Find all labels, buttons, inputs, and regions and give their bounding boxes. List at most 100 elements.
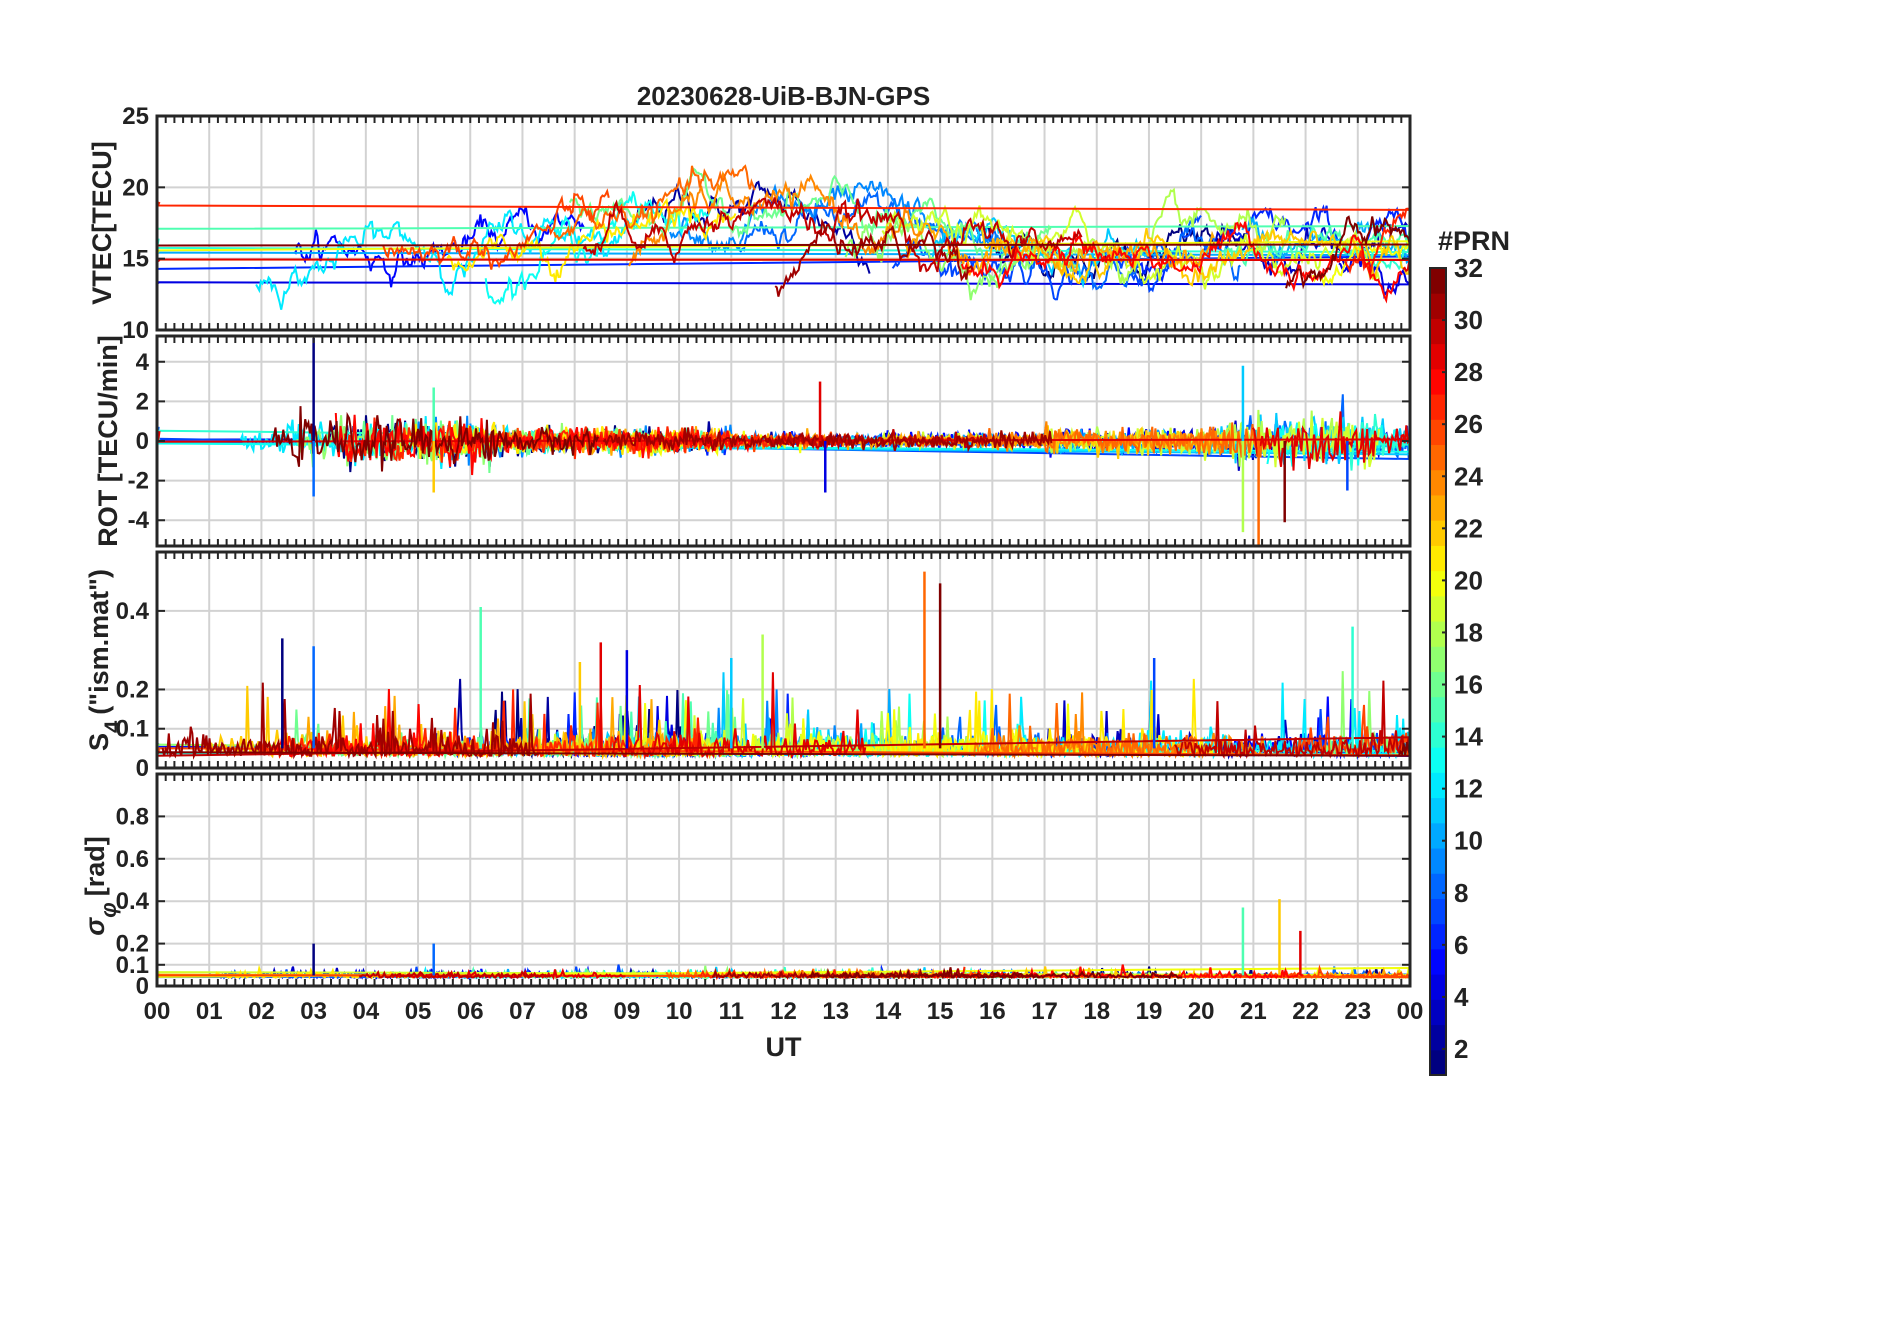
colorbar-tick-label: 2 bbox=[1454, 1034, 1468, 1064]
colorbar-label: #PRN bbox=[1438, 226, 1510, 256]
series-group bbox=[157, 164, 1410, 310]
x-tick-label: 04 bbox=[352, 998, 379, 1025]
y-label-rest: ("ism.mat") bbox=[84, 569, 114, 715]
chart-title: 20230628-UiB-BJN-GPS bbox=[637, 81, 930, 111]
y-tick-label: 0 bbox=[136, 755, 149, 782]
colorbar-segment bbox=[1430, 696, 1446, 723]
x-tick-label: 22 bbox=[1292, 998, 1319, 1025]
colorbar-tick-label: 6 bbox=[1454, 930, 1468, 960]
panel-3: 0 0.1 0.2 0.4 S4 ("ism.mat") bbox=[84, 550, 1412, 782]
series-line bbox=[157, 411, 1410, 471]
colorbar-segment bbox=[1430, 318, 1446, 345]
colorbar-segment bbox=[1430, 848, 1446, 874]
colorbar-tick-label: 16 bbox=[1454, 670, 1483, 700]
y-axis-label: S4 ("ism.mat") bbox=[84, 569, 125, 751]
x-tick-label: 17 bbox=[1031, 998, 1058, 1025]
y-axis-label: σφ [rad] bbox=[80, 836, 121, 935]
colorbar-segment bbox=[1430, 974, 1446, 1000]
colorbar-segment bbox=[1430, 419, 1446, 446]
colorbar-segment bbox=[1430, 898, 1446, 925]
series-line bbox=[157, 246, 1410, 300]
colorbar-tick-label: 20 bbox=[1454, 565, 1483, 595]
series-line bbox=[157, 680, 1410, 760]
x-tick-label: 05 bbox=[405, 998, 432, 1025]
colorbar-segment bbox=[1430, 948, 1446, 975]
colorbar-segment bbox=[1430, 595, 1446, 622]
y-label-subscript: 4 bbox=[100, 720, 125, 733]
colorbar-segment bbox=[1430, 822, 1446, 849]
colorbar-frame bbox=[1429, 267, 1447, 1076]
colorbar-tick-label: 18 bbox=[1454, 617, 1483, 647]
x-tick-label: 15 bbox=[927, 998, 954, 1025]
colorbar-tick-label: 28 bbox=[1454, 357, 1483, 387]
y-tick-label: 0 bbox=[136, 973, 149, 1000]
colorbar-segment bbox=[1430, 621, 1446, 647]
y-tick-label: 2 bbox=[136, 388, 149, 415]
y-tick-label: 0.4 bbox=[116, 598, 150, 625]
x-tick-label: 06 bbox=[457, 998, 484, 1025]
y-axis-label: ROT [TECU/min] bbox=[93, 335, 123, 546]
x-tick-label: 20 bbox=[1188, 998, 1215, 1025]
colorbar-segment bbox=[1430, 469, 1446, 496]
x-tick-label: 23 bbox=[1344, 998, 1371, 1025]
series-line bbox=[255, 209, 644, 310]
colorbar-segment bbox=[1430, 671, 1446, 698]
colorbar-segment bbox=[1430, 444, 1446, 471]
series-line bbox=[602, 427, 1053, 453]
x-axis-label: UT bbox=[766, 1032, 802, 1062]
x-tick-label: 02 bbox=[248, 998, 275, 1025]
x-tick-label: 12 bbox=[770, 998, 797, 1025]
y-tick-label: 0.1 bbox=[116, 952, 149, 979]
colorbar-segment bbox=[1430, 923, 1446, 950]
series-line bbox=[628, 170, 923, 267]
colorbar-tick-label: 12 bbox=[1454, 774, 1483, 804]
series-line bbox=[611, 672, 867, 760]
y-tick-label: 10 bbox=[122, 317, 149, 344]
series-line bbox=[983, 693, 1200, 760]
colorbar-segment bbox=[1430, 1024, 1446, 1051]
x-tick-label: 01 bbox=[196, 998, 223, 1025]
y-tick-label: -2 bbox=[128, 468, 149, 495]
colorbar-tick-label: 22 bbox=[1454, 513, 1483, 543]
series-line bbox=[844, 219, 1080, 301]
panel-4: 00.10.2 0.4 0.6 0.8 σφ [rad] bbox=[80, 772, 1412, 1000]
x-tick-label: 00 bbox=[144, 998, 171, 1025]
series-group bbox=[157, 337, 1410, 546]
colorbar-segment bbox=[1430, 999, 1446, 1026]
x-tick-label: 08 bbox=[561, 998, 588, 1025]
series-line bbox=[568, 167, 1052, 281]
colorbar-segment bbox=[1430, 721, 1446, 748]
colorbar-segment bbox=[1430, 520, 1446, 546]
colorbar-segment bbox=[1430, 394, 1446, 420]
y-label-main: σ bbox=[80, 917, 110, 936]
y-tick-label: 0.2 bbox=[116, 931, 149, 958]
colorbar-tick-label: 14 bbox=[1454, 722, 1483, 752]
y-axis-label: VTEC[TECU] bbox=[87, 141, 117, 305]
series-group bbox=[157, 899, 1410, 981]
x-tick-label: 14 bbox=[875, 998, 902, 1025]
series-line bbox=[960, 221, 1403, 304]
colorbar-segment bbox=[1430, 570, 1446, 597]
y-tick-label: 15 bbox=[122, 246, 149, 273]
x-tick-label: 07 bbox=[509, 998, 536, 1025]
colorbar-segment bbox=[1430, 646, 1446, 672]
series-line bbox=[157, 201, 1410, 276]
colorbar-tick-label: 32 bbox=[1454, 253, 1483, 283]
series-line bbox=[582, 197, 1083, 273]
colorbar-segment bbox=[1430, 368, 1446, 395]
y-tick-label: 25 bbox=[122, 103, 149, 130]
y-label-main: S bbox=[84, 733, 114, 751]
y-label-subscript: φ bbox=[96, 902, 121, 917]
y-tick-label: 20 bbox=[122, 174, 149, 201]
series-line bbox=[157, 964, 1410, 980]
x-tick-label: 00 bbox=[1397, 998, 1424, 1025]
y-tick-label: 4 bbox=[136, 349, 150, 376]
colorbar-segment bbox=[1430, 545, 1446, 572]
series-line bbox=[359, 969, 551, 980]
y-tick-label: 0.4 bbox=[116, 888, 150, 915]
y-tick-label: -4 bbox=[128, 507, 150, 534]
panel-2: -4 -2 0 2 4 ROT [TECU/min] bbox=[93, 334, 1412, 548]
x-tick-label: 03 bbox=[300, 998, 327, 1025]
colorbar-segment bbox=[1430, 293, 1446, 319]
